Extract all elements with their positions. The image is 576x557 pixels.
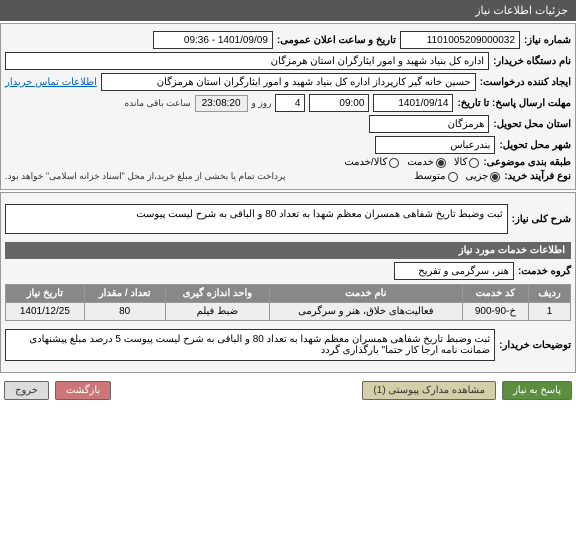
th-row: ردیف (529, 285, 571, 303)
subject-type-label: طبقه بندی موضوعی: (483, 157, 571, 168)
th-qty: تعداد / مقدار (84, 285, 165, 303)
respond-button[interactable]: پاسخ به نیاز (502, 381, 572, 400)
request-no-value: 1101005209000032 (400, 31, 520, 49)
th-unit: واحد اندازه گیری (165, 285, 269, 303)
purchase-type-label: نوع فرآیند خرید: (504, 171, 571, 182)
radio-both-label: کالا/خدمت (344, 157, 387, 168)
payment-note: پرداخت تمام یا بخشی از مبلغ خرید،از محل … (5, 171, 285, 182)
th-name: نام خدمت (270, 285, 462, 303)
page-header: جزئیات اطلاعات نیاز (0, 0, 576, 21)
city-value: بندرعباس (375, 136, 495, 154)
buyer-notes-label: توضیحات خریدار: (499, 340, 571, 351)
radio-both[interactable]: کالا/خدمت (344, 157, 399, 168)
table-header-row: ردیف کد خدمت نام خدمت واحد اندازه گیری ت… (6, 285, 571, 303)
creator-value: حسین خانه گیر کارپرداز اداره کل بنیاد شه… (101, 73, 476, 91)
remaining-label: ساعت باقی مانده (125, 98, 191, 109)
days-label: روز و (252, 98, 272, 109)
desc-title-text: ثبت وضبط تاریخ شفاهی همسران معظم شهدا به… (5, 204, 508, 234)
deadline-label: مهلت ارسال پاسخ: تا تاریخ: (457, 98, 571, 109)
td-name: فعالیت‌های خلاق، هنر و سرگرمی (270, 303, 462, 321)
buyer-org-label: نام دستگاه خریدار: (493, 56, 571, 67)
th-date: تاریخ نیاز (6, 285, 85, 303)
td-qty: 80 (84, 303, 165, 321)
province-label: استان محل تحویل: (493, 119, 571, 130)
back-button[interactable]: بازگشت (55, 381, 111, 400)
pub-date-label: تاریخ و ساعت اعلان عمومی: (277, 35, 396, 46)
buyer-notes-text: ثبت وضبط تاریخ شفاهی همسران معظم شهدا به… (5, 329, 495, 361)
subject-type-group: کالا خدمت کالا/خدمت (344, 157, 479, 168)
contact-link[interactable]: اطلاعات تماس خریدار (5, 77, 97, 88)
pub-date-value: 1401/09/09 - 09:36 (153, 31, 273, 49)
radio-service[interactable]: خدمت (407, 157, 446, 168)
services-table: ردیف کد خدمت نام خدمت واحد اندازه گیری ت… (5, 284, 571, 321)
radio-goods-label: کالا (454, 157, 468, 168)
radio-minor-label: جزیی (466, 171, 489, 182)
group-label: گروه خدمت: (518, 266, 571, 277)
desc-title-label: شرح کلی نیاز: (512, 214, 571, 225)
radio-goods[interactable]: کالا (454, 157, 480, 168)
td-row: 1 (529, 303, 571, 321)
radio-minor[interactable]: جزیی (466, 171, 501, 182)
radio-medium-label: متوسط (414, 171, 445, 182)
radio-medium[interactable]: متوسط (414, 171, 457, 182)
td-date: 1401/12/25 (6, 303, 85, 321)
description-section: شرح کلی نیاز: ثبت وضبط تاریخ شفاهی همسرا… (0, 192, 576, 373)
exit-button[interactable]: خروج (4, 381, 49, 400)
services-header: اطلاعات خدمات مورد نیاز (5, 242, 571, 259)
remaining-time: 23:08:20 (195, 95, 248, 112)
request-no-label: شماره نیاز: (524, 35, 571, 46)
footer: پاسخ به نیاز مشاهده مدارک پیوستی (1) باز… (0, 375, 576, 406)
group-value: هنر، سرگرمی و تفریح (394, 262, 514, 280)
deadline-date: 1401/09/14 (373, 94, 453, 112)
info-section: شماره نیاز: 1101005209000032 تاریخ و ساع… (0, 23, 576, 190)
city-label: شهر محل تحویل: (499, 140, 571, 151)
province-value: هرمزگان (369, 115, 489, 133)
th-code: کد خدمت (462, 285, 529, 303)
deadline-time: 09:00 (309, 94, 369, 112)
attachments-button[interactable]: مشاهده مدارک پیوستی (1) (362, 381, 496, 400)
days-value: 4 (275, 94, 305, 112)
creator-label: ایجاد کننده درخواست: (480, 77, 571, 88)
td-unit: ضبط فیلم (165, 303, 269, 321)
radio-service-label: خدمت (407, 157, 434, 168)
td-code: خ-90-900 (462, 303, 529, 321)
purchase-type-group: جزیی متوسط (414, 171, 500, 182)
table-row: 1 خ-90-900 فعالیت‌های خلاق، هنر و سرگرمی… (6, 303, 571, 321)
buyer-org-value: اداره کل بنیاد شهید و امور ایثارگران است… (5, 52, 489, 70)
